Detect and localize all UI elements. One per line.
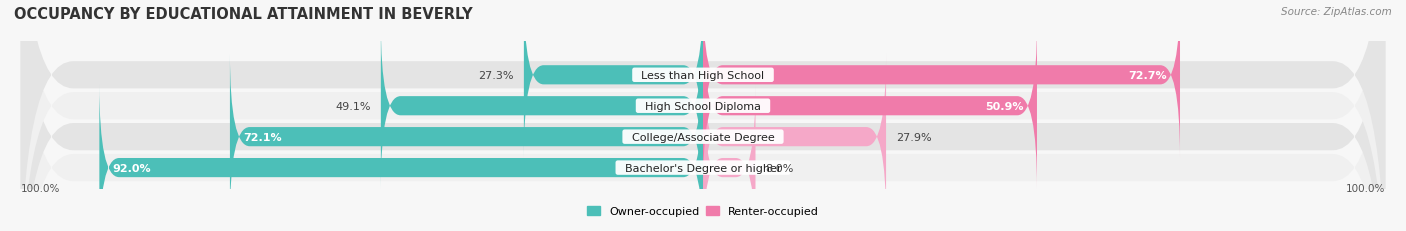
Text: Less than High School: Less than High School — [634, 70, 772, 80]
Text: 50.9%: 50.9% — [986, 101, 1024, 111]
FancyBboxPatch shape — [21, 0, 1385, 231]
Text: 92.0%: 92.0% — [112, 163, 150, 173]
Text: 8.0%: 8.0% — [765, 163, 794, 173]
Text: Bachelor's Degree or higher: Bachelor's Degree or higher — [617, 163, 789, 173]
Text: OCCUPANCY BY EDUCATIONAL ATTAINMENT IN BEVERLY: OCCUPANCY BY EDUCATIONAL ATTAINMENT IN B… — [14, 7, 472, 22]
FancyBboxPatch shape — [231, 54, 703, 220]
Text: 27.3%: 27.3% — [478, 70, 515, 80]
Legend: Owner-occupied, Renter-occupied: Owner-occupied, Renter-occupied — [586, 206, 820, 216]
Text: 72.7%: 72.7% — [1128, 70, 1167, 80]
Text: 27.9%: 27.9% — [896, 132, 932, 142]
Text: Source: ZipAtlas.com: Source: ZipAtlas.com — [1281, 7, 1392, 17]
FancyBboxPatch shape — [21, 0, 1385, 231]
FancyBboxPatch shape — [703, 54, 886, 220]
Text: 72.1%: 72.1% — [243, 132, 281, 142]
FancyBboxPatch shape — [381, 23, 703, 189]
Text: 100.0%: 100.0% — [21, 183, 60, 193]
FancyBboxPatch shape — [100, 85, 703, 231]
Text: 49.1%: 49.1% — [336, 101, 371, 111]
Text: College/Associate Degree: College/Associate Degree — [624, 132, 782, 142]
FancyBboxPatch shape — [703, 85, 755, 231]
FancyBboxPatch shape — [524, 0, 703, 158]
FancyBboxPatch shape — [703, 0, 1180, 158]
Text: High School Diploma: High School Diploma — [638, 101, 768, 111]
Text: 100.0%: 100.0% — [1346, 183, 1385, 193]
FancyBboxPatch shape — [703, 23, 1038, 189]
FancyBboxPatch shape — [21, 0, 1385, 231]
FancyBboxPatch shape — [21, 0, 1385, 231]
